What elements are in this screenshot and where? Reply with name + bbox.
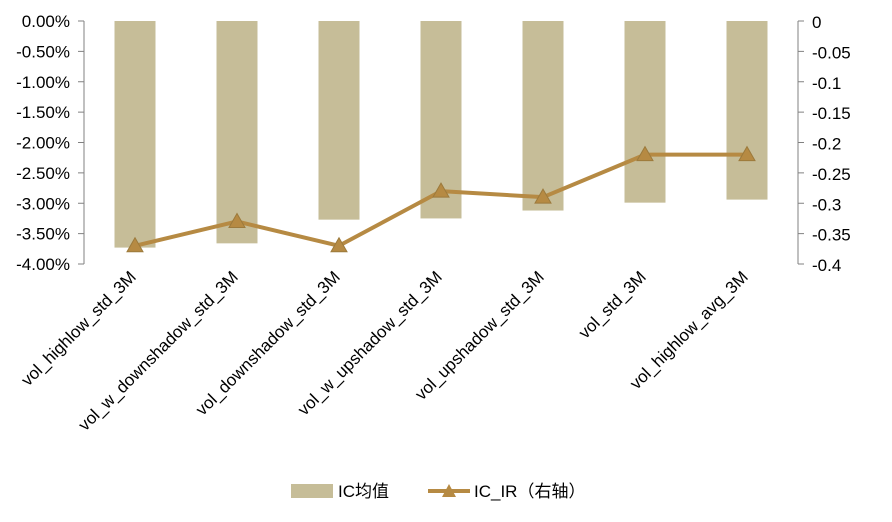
left-tick-label: -3.50% — [16, 225, 70, 244]
legend-triangle-marker — [442, 484, 456, 497]
triangle-marker — [126, 236, 144, 253]
plot-area — [114, 21, 768, 253]
triangle-marker — [738, 145, 756, 162]
legend-bar-swatch — [291, 484, 333, 498]
category-label: vol_highlow_avg_3M — [626, 267, 752, 393]
bar — [216, 21, 258, 244]
legend-label-ic-mean: IC均值 — [338, 482, 389, 501]
left-tick-label: -4.00% — [16, 255, 70, 274]
bar — [318, 21, 360, 220]
left-tick-label: 0.00% — [22, 12, 70, 31]
right-tick-label: -0.1 — [812, 74, 841, 93]
right-tick-label: -0.35 — [812, 226, 851, 245]
category-label: vol_highlow_std_3M — [17, 267, 139, 389]
bar — [726, 21, 768, 200]
right-tick-label: -0.2 — [812, 135, 841, 154]
right-tick-label: -0.3 — [812, 195, 841, 214]
left-tick-label: -1.50% — [16, 103, 70, 122]
left-tick-label: -3.00% — [16, 194, 70, 213]
legend-label-ic-ir: IC_IR（右轴） — [474, 482, 585, 501]
triangle-marker — [432, 182, 450, 198]
triangle-marker — [228, 212, 246, 228]
right-tick-label: -0.25 — [812, 165, 851, 184]
bar — [522, 21, 564, 211]
triangle-marker — [636, 145, 654, 162]
right-tick-label: -0.15 — [812, 104, 851, 123]
triangle-marker — [330, 236, 348, 253]
triangle-marker — [534, 188, 552, 204]
right-tick-label: -0.05 — [812, 43, 851, 62]
left-tick-label: -2.00% — [16, 134, 70, 153]
left-tick-label: -2.50% — [16, 164, 70, 183]
bar — [114, 21, 156, 248]
category-label: vol_w_downshadow_std_3M — [75, 267, 242, 434]
right-tick-label: 0 — [812, 13, 821, 32]
legend: IC均值 IC_IR（右轴） — [291, 482, 585, 501]
left-tick-label: -0.50% — [16, 42, 70, 61]
bar — [624, 21, 666, 203]
left-tick-label: -1.00% — [16, 73, 70, 92]
category-label: vol_std_3M — [575, 267, 650, 342]
right-tick-label: -0.4 — [812, 256, 841, 275]
